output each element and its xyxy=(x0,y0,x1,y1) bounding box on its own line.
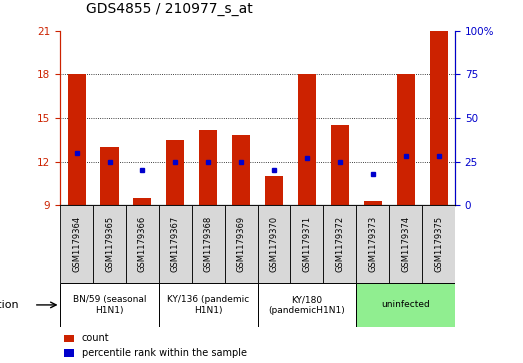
Bar xyxy=(257,283,356,327)
Bar xyxy=(199,130,217,205)
Bar xyxy=(159,283,257,327)
Bar xyxy=(323,205,356,283)
Bar xyxy=(67,74,86,205)
Text: percentile rank within the sample: percentile rank within the sample xyxy=(82,348,247,358)
Bar xyxy=(64,349,74,356)
Text: GSM1179373: GSM1179373 xyxy=(368,216,377,272)
Bar xyxy=(232,135,250,205)
Bar xyxy=(166,140,185,205)
Text: GSM1179367: GSM1179367 xyxy=(171,216,180,272)
Bar xyxy=(290,205,323,283)
Bar xyxy=(126,205,159,283)
Bar xyxy=(64,335,74,342)
Text: GSM1179371: GSM1179371 xyxy=(302,216,311,272)
Text: GSM1179375: GSM1179375 xyxy=(434,216,443,272)
Text: BN/59 (seasonal
H1N1): BN/59 (seasonal H1N1) xyxy=(73,295,146,315)
Bar xyxy=(257,205,290,283)
Text: KY/180
(pandemicH1N1): KY/180 (pandemicH1N1) xyxy=(269,295,345,315)
Text: count: count xyxy=(82,334,109,343)
Bar xyxy=(356,283,455,327)
Text: GSM1179369: GSM1179369 xyxy=(236,216,246,272)
Bar xyxy=(60,205,93,283)
Bar xyxy=(429,31,448,205)
Bar xyxy=(422,205,455,283)
Bar xyxy=(133,198,152,205)
Bar xyxy=(396,74,415,205)
Bar xyxy=(331,125,349,205)
Text: GSM1179374: GSM1179374 xyxy=(401,216,410,272)
Bar xyxy=(363,201,382,205)
Text: uninfected: uninfected xyxy=(381,301,430,309)
Text: KY/136 (pandemic
H1N1): KY/136 (pandemic H1N1) xyxy=(167,295,249,315)
Text: GSM1179366: GSM1179366 xyxy=(138,216,147,272)
Text: GSM1179364: GSM1179364 xyxy=(72,216,81,272)
Text: GSM1179372: GSM1179372 xyxy=(335,216,344,272)
Text: GSM1179370: GSM1179370 xyxy=(269,216,279,272)
Bar xyxy=(225,205,257,283)
Bar xyxy=(265,176,283,205)
Bar xyxy=(93,205,126,283)
Text: infection: infection xyxy=(0,300,18,310)
Text: GDS4855 / 210977_s_at: GDS4855 / 210977_s_at xyxy=(86,2,253,16)
Bar xyxy=(389,205,422,283)
Text: GSM1179368: GSM1179368 xyxy=(204,216,213,272)
Bar xyxy=(192,205,225,283)
Bar xyxy=(60,283,159,327)
Bar xyxy=(356,205,389,283)
Bar xyxy=(298,74,316,205)
Text: GSM1179365: GSM1179365 xyxy=(105,216,114,272)
Bar xyxy=(159,205,192,283)
Bar xyxy=(100,147,119,205)
